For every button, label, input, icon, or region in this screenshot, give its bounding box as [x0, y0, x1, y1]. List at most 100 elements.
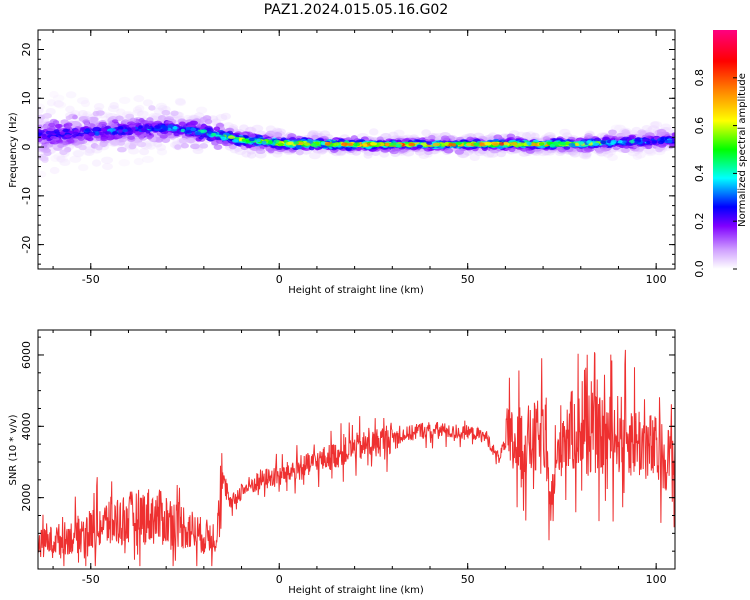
spectrogram-cell: [444, 141, 449, 146]
spectrogram-y-tick-label: 10: [20, 91, 33, 105]
spectrogram-cell: [473, 142, 481, 147]
spectrogram-x-tick-label: 50: [461, 273, 475, 286]
spectrogram-cell: [68, 138, 75, 144]
spectrogram-cell: [180, 128, 186, 133]
spectrogram-cell: [127, 147, 140, 155]
spectrogram-cell: [59, 131, 65, 135]
spectrogram-cell: [90, 116, 99, 123]
spectrogram-x-tick-label: 0: [276, 273, 283, 286]
spectrogram-cell: [50, 154, 61, 163]
spectrogram-cell: [43, 125, 48, 129]
spectrogram-cell: [167, 124, 174, 128]
spectrogram-cell: [102, 162, 114, 171]
spectrogram-cell: [493, 134, 503, 140]
spectrogram-cell: [101, 128, 107, 132]
snr-series-line: [38, 349, 675, 567]
spectrogram-cell: [251, 124, 264, 132]
spectrogram-cell: [580, 152, 592, 160]
spectrogram-cell: [245, 143, 253, 149]
spectrogram-cell: [274, 145, 284, 150]
spectrogram-cell: [72, 131, 79, 136]
spectrogram-cell: [38, 107, 44, 115]
spectrogram-cell: [248, 137, 255, 142]
colorbar-label: Normalized spectral amplitude: [737, 73, 748, 227]
spectrogram-cell: [99, 132, 104, 136]
spectrogram-cell: [48, 122, 56, 128]
spectrogram-cell: [62, 128, 69, 133]
spectrogram-cell: [443, 148, 454, 154]
spectrogram-cell: [319, 130, 331, 138]
spectrogram-cell: [47, 131, 55, 135]
spectrogram-cell: [568, 143, 576, 147]
spectrogram-cell: [111, 119, 119, 124]
snr-panel: -50 0 50 100 2000 4000 6000 Height of straight…: [8, 329, 676, 596]
spectrogram-cell: [608, 129, 617, 136]
spectrogram-marks: [38, 90, 675, 178]
chart-title: PAZ1.2024.015.05.16.G02: [264, 2, 449, 18]
spectrogram-cell: [649, 140, 658, 144]
spectrogram-cell: [54, 101, 67, 109]
spectrogram-x-tick-label: -50: [82, 273, 100, 286]
spectrogram-cell: [510, 141, 518, 146]
spectrogram-cell: [145, 130, 151, 134]
spectrogram-cell: [109, 101, 119, 110]
spectrogram-cell: [578, 141, 585, 145]
spectrogram-cell: [101, 156, 114, 164]
spectrogram-cell: [190, 143, 200, 150]
spectrogram-cell: [432, 142, 440, 147]
spectrogram-cell: [116, 108, 126, 116]
spectrogram-cell: [393, 129, 405, 137]
spectrogram-cell: [592, 142, 600, 146]
spectrogram-cell: [131, 126, 137, 131]
spectrogram-cell: [207, 130, 213, 135]
spectrogram-cell: [222, 140, 229, 146]
snr-x-tick-label: 100: [646, 573, 667, 586]
spectrogram-cell: [108, 128, 117, 132]
spectrogram-cell: [503, 141, 509, 146]
spectrogram-cell: [213, 144, 223, 150]
spectrogram-cell: [496, 150, 507, 158]
spectrogram-cell: [538, 142, 545, 146]
spectrogram-cell: [649, 121, 660, 129]
spectrogram-cell: [215, 113, 228, 122]
snr-x-tick-label: 0: [276, 573, 283, 586]
spectrogram-cell: [136, 110, 149, 118]
colorbar-tick-label: 0.2: [693, 212, 706, 230]
spectrogram-cell: [341, 142, 349, 147]
spectrogram-cell: [255, 138, 261, 143]
snr-frame: [37, 329, 676, 570]
spectrogram-cell: [469, 153, 480, 162]
spectrogram-cell: [57, 143, 65, 149]
spectrogram-cell: [395, 143, 402, 148]
spectrogram-cell: [73, 150, 84, 158]
spectrogram-cell: [122, 119, 129, 124]
spectrogram-cell: [578, 151, 589, 159]
spectrogram-cell: [139, 148, 150, 156]
spectrogram-cell: [134, 104, 145, 113]
spectrogram-cell: [38, 118, 44, 124]
spectrogram-cell: [581, 151, 591, 159]
spectrogram-cell: [246, 151, 257, 159]
spectrogram-cell: [227, 135, 236, 139]
snr-y-tick-label: 6000: [20, 341, 33, 369]
spectrogram-cell: [118, 129, 123, 133]
spectrogram-cell: [530, 132, 540, 140]
spectrogram-cell: [80, 127, 86, 131]
spectrogram-cell: [635, 151, 646, 159]
spectrogram-cell: [220, 112, 232, 120]
spectrogram-cell: [118, 126, 124, 130]
spectrogram-cell: [491, 142, 499, 146]
spectrogram-cell: [76, 97, 89, 105]
spectrogram-cell: [265, 130, 276, 137]
spectrogram-cell: [42, 113, 52, 119]
spectrogram-cell: [82, 119, 90, 124]
spectrogram-cell: [521, 131, 532, 140]
spectrogram-cell: [72, 149, 84, 157]
spectrogram-cell: [93, 103, 105, 111]
spectrogram-cell: [607, 153, 618, 162]
spectrogram-cell: [199, 143, 209, 149]
spectrogram-cell: [211, 132, 216, 137]
spectrogram-cell: [215, 136, 221, 140]
spectrogram-cell: [41, 133, 48, 137]
spectrogram-cell: [644, 148, 657, 157]
